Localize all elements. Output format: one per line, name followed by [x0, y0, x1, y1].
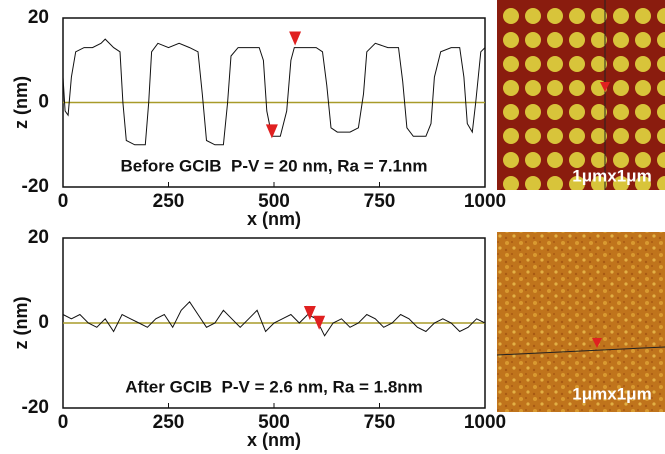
image-label: 1μmx1μm	[572, 166, 651, 185]
x-axis-label: x (nm)	[247, 209, 301, 229]
x-tick-label: 750	[364, 191, 396, 212]
y-tick-label: 0	[38, 312, 49, 333]
marker	[303, 306, 316, 321]
image-label: 1μmx1μm	[572, 384, 651, 403]
x-tick-label: 0	[58, 191, 69, 212]
afm-image-top	[497, 0, 665, 190]
x-tick-label: 1000	[464, 412, 506, 433]
x-tick-label: 1000	[464, 191, 506, 212]
marker	[313, 315, 326, 330]
x-tick-label: 250	[153, 191, 185, 212]
afm-image-bottom	[496, 232, 665, 412]
x-tick-label: 500	[258, 191, 290, 212]
x-tick-label: 0	[58, 412, 69, 433]
y-axis-label: z (nm)	[11, 297, 31, 350]
x-tick-label: 750	[364, 412, 396, 433]
x-axis-label: x (nm)	[247, 430, 301, 450]
marker	[289, 31, 302, 46]
x-tick-label: 500	[258, 412, 290, 433]
y-axis-label: z (nm)	[11, 76, 31, 129]
y-tick-label: 20	[28, 7, 49, 28]
x-tick-label: 250	[153, 412, 185, 433]
y-tick-label: -20	[22, 176, 49, 197]
y-tick-label: -20	[22, 397, 49, 418]
annotation: After GCIB P-V = 2.6 nm, Ra = 1.8nm	[125, 377, 423, 396]
y-tick-label: 0	[38, 92, 49, 113]
annotation: Before GCIB P-V = 20 nm, Ra = 7.1nm	[120, 156, 427, 175]
marker	[265, 124, 278, 139]
y-tick-label: 20	[28, 227, 49, 248]
profile-line	[62, 301, 486, 337]
profile-line	[62, 38, 486, 146]
